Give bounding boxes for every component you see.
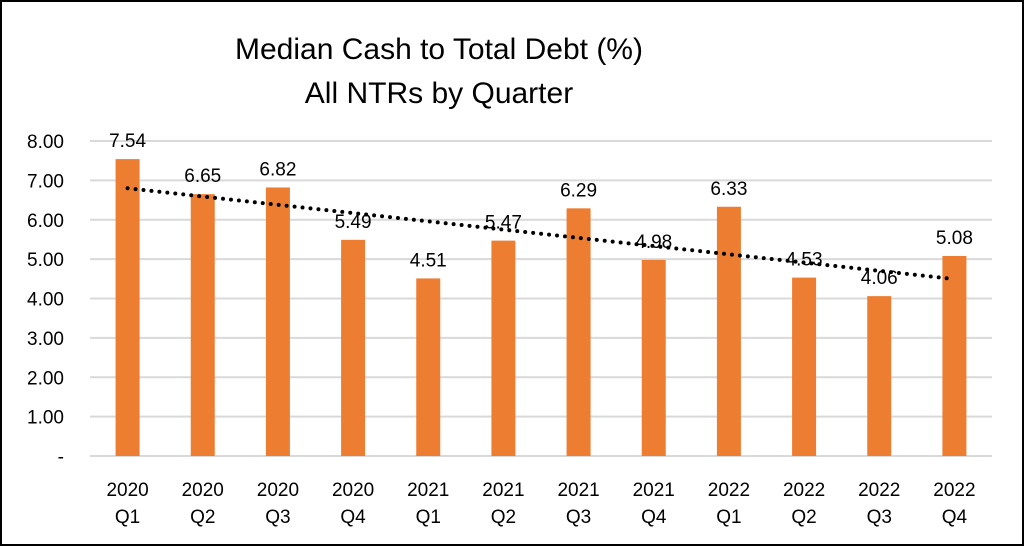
y-tick-label: 3.00: [27, 329, 64, 350]
x-tick-label: 2021: [557, 480, 599, 501]
data-label: 6.65: [184, 166, 221, 187]
y-tick-label: -: [58, 447, 64, 468]
x-tick-label: Q2: [791, 507, 816, 528]
data-label: 4.51: [410, 250, 447, 271]
y-tick-label: 2.00: [27, 368, 64, 389]
y-tick-label: 7.00: [27, 171, 64, 192]
x-tick-label: Q3: [265, 507, 290, 528]
data-label: 4.06: [861, 268, 898, 289]
x-tick-label: Q3: [566, 507, 591, 528]
x-tick-label: 2020: [332, 480, 374, 501]
y-tick-label: 1.00: [27, 408, 64, 429]
x-tick-label: 2021: [407, 480, 449, 501]
x-tick-label: 2020: [106, 480, 148, 501]
x-tick-label: 2022: [708, 480, 750, 501]
data-label: 4.98: [635, 232, 672, 253]
x-tick-label: Q4: [641, 507, 667, 528]
x-tick-label: 2021: [633, 480, 675, 501]
x-tick-label: 2022: [858, 480, 900, 501]
y-tick-label: 5.00: [27, 250, 64, 271]
data-label: 4.53: [786, 250, 823, 271]
data-label: 6.33: [710, 179, 747, 200]
bar: [716, 206, 741, 456]
bar: [566, 208, 591, 456]
x-tick-label: 2022: [783, 480, 825, 501]
bar: [265, 187, 290, 456]
bar: [491, 240, 516, 456]
x-tick-label: Q2: [190, 507, 215, 528]
y-tick-label: 4.00: [27, 290, 64, 311]
data-label: 6.29: [560, 180, 597, 201]
x-tick-label: Q1: [716, 507, 741, 528]
bar: [341, 239, 366, 456]
data-label: 5.49: [335, 212, 372, 233]
y-tick-label: 8.00: [27, 132, 64, 153]
x-tick-label: Q2: [491, 507, 516, 528]
bar: [942, 255, 967, 456]
bar: [190, 194, 215, 456]
trendline: [125, 186, 957, 282]
data-label: 5.08: [936, 228, 973, 249]
x-tick-label: 2021: [482, 480, 524, 501]
bar: [416, 278, 441, 456]
x-tick-label: 2020: [182, 480, 224, 501]
x-tick-label: 2020: [257, 480, 299, 501]
x-tick-label: Q4: [942, 507, 968, 528]
x-tick-label: Q1: [416, 507, 441, 528]
data-label: 6.82: [259, 159, 296, 180]
bar: [792, 277, 817, 456]
chart-title: Median Cash to Total Debt (%) All NTRs b…: [2, 28, 876, 116]
data-label: 7.54: [109, 131, 146, 152]
bar: [641, 259, 666, 456]
chart-title-line-2: All NTRs by Quarter: [304, 77, 574, 110]
y-tick-label: 6.00: [27, 211, 64, 232]
bar: [867, 296, 892, 456]
x-tick-label: Q3: [867, 507, 892, 528]
x-tick-label: Q4: [340, 507, 366, 528]
chart-title-line-1: Median Cash to Total Debt (%): [235, 33, 643, 66]
x-tick-label: Q1: [115, 507, 140, 528]
x-tick-label: 2022: [933, 480, 975, 501]
bar: [115, 159, 140, 457]
